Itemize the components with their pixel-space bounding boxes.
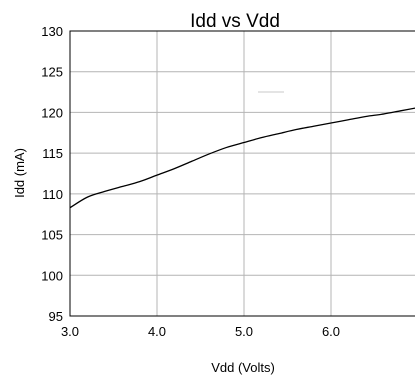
x-tick-label: 6.0 <box>322 324 340 339</box>
y-tick-label: 115 <box>42 146 63 161</box>
series-line <box>69 107 415 209</box>
y-tick-label: 110 <box>42 187 63 202</box>
y-tick-label: 130 <box>41 24 63 39</box>
y-tick-label: 95 <box>49 309 63 324</box>
y-tick-label: 100 <box>41 268 63 283</box>
x-tick-label: 5.0 <box>235 324 253 339</box>
chart-title: Idd vs Vdd <box>190 11 280 32</box>
x-tick-label: 3.0 <box>61 324 79 339</box>
y-tick-label: 105 <box>41 228 63 243</box>
y-axis-label: Idd (mA) <box>12 148 27 198</box>
y-axis-ticks: 95 100 105 110 115 120 125 130 <box>41 24 63 324</box>
x-axis-label: Vdd (Volts) <box>211 360 275 375</box>
series-group <box>69 107 415 209</box>
y-tick-label: 120 <box>41 105 63 120</box>
x-axis-ticks: 3.04.05.06.07 <box>61 324 415 339</box>
y-tick-label: 125 <box>41 65 63 80</box>
grid <box>70 31 415 316</box>
x-tick-label: 4.0 <box>148 324 166 339</box>
plot-frame <box>69 30 415 317</box>
